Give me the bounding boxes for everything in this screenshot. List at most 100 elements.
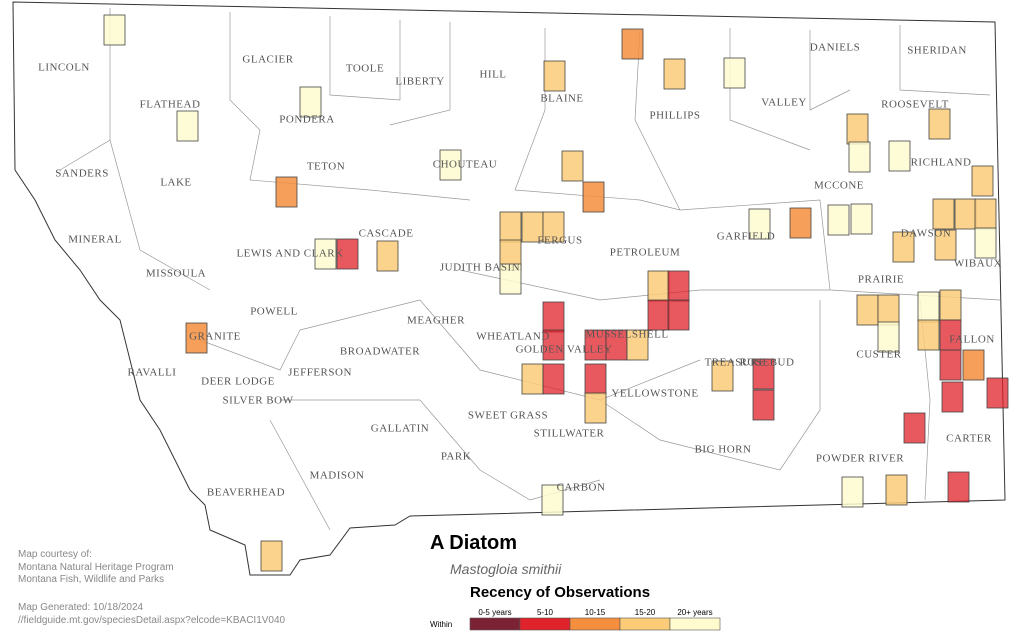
county-label: JUDITH BASIN xyxy=(440,262,520,274)
observation-square xyxy=(626,329,649,361)
county-label: FLATHEAD xyxy=(140,99,201,111)
observation-square xyxy=(971,165,994,197)
observation-square xyxy=(954,198,977,230)
observation-square xyxy=(723,57,746,89)
county-label: HILL xyxy=(479,69,506,81)
county-label: DANIELS xyxy=(810,42,861,54)
observation-square xyxy=(986,377,1009,409)
observation-square xyxy=(917,291,940,323)
county-label: BIG HORN xyxy=(695,444,752,456)
county-label: GALLATIN xyxy=(371,423,429,435)
observation-square xyxy=(827,204,850,236)
county-label: GARFIELD xyxy=(717,231,775,243)
county-label: LIBERTY xyxy=(395,76,444,88)
observation-square xyxy=(647,299,670,331)
county-label: CUSTER xyxy=(856,349,901,361)
observation-square xyxy=(176,110,199,142)
county-label: WHEATLAND xyxy=(476,331,550,343)
legend-swatch xyxy=(519,617,571,631)
legend-prefix: Within xyxy=(430,620,452,629)
observation-square xyxy=(877,294,900,326)
observation-square xyxy=(885,474,908,506)
county-label: CARTER xyxy=(946,433,992,445)
observation-square xyxy=(647,270,670,302)
observation-square xyxy=(439,149,462,181)
observation-square xyxy=(939,349,962,381)
county-label: LINCOLN xyxy=(38,62,90,74)
observation-square xyxy=(663,58,686,90)
county-label: ROSEBUD xyxy=(740,357,795,369)
credit: Montana Fish, Wildlife and Parks xyxy=(18,574,164,585)
observation-square xyxy=(850,203,873,235)
observation-square xyxy=(521,363,544,395)
county-label: FALLON xyxy=(949,334,995,346)
observation-square xyxy=(299,86,322,118)
observation-square xyxy=(892,231,915,263)
observation-square xyxy=(752,358,775,390)
county-label: CASCADE xyxy=(359,228,414,240)
observation-square xyxy=(275,176,298,208)
observation-square xyxy=(939,289,962,321)
legend-swatch xyxy=(569,617,621,631)
county-label: GOLDEN VALLEY xyxy=(516,344,613,356)
county-label: BEAVERHEAD xyxy=(207,487,285,499)
legend-swatch xyxy=(669,617,721,631)
observation-square xyxy=(752,389,775,421)
county-label: ROOSEVELT xyxy=(881,99,949,111)
county-label: BLAINE xyxy=(540,93,583,105)
county-label: PRAIRIE xyxy=(858,274,904,286)
observation-square xyxy=(928,108,951,140)
county-label: PHILLIPS xyxy=(649,110,700,122)
county-label: BROADWATER xyxy=(340,346,420,358)
observation-square xyxy=(667,299,690,331)
county-label: SHERIDAN xyxy=(907,45,967,57)
legend-label: 10-15 xyxy=(585,608,606,617)
observation-square xyxy=(542,363,565,395)
generated-date: Map Generated: 10/18/2024 xyxy=(18,602,144,613)
observation-square xyxy=(877,321,900,353)
county-label: STILLWATER xyxy=(534,428,605,440)
observation-square xyxy=(621,28,644,60)
observation-square xyxy=(941,381,964,413)
observation-square xyxy=(561,150,584,182)
county-label: CHOUTEAU xyxy=(433,159,498,171)
county-label: DEER LODGE xyxy=(201,376,275,388)
legend-swatch xyxy=(469,617,521,631)
observation-square xyxy=(932,198,955,230)
observation-square xyxy=(789,207,812,239)
county-label: LAKE xyxy=(160,177,191,189)
county-label: SILVER BOW xyxy=(223,395,294,407)
county-label: MUSSELSHELL xyxy=(585,329,668,341)
observation-square xyxy=(846,113,869,145)
credit: Map courtesy of: xyxy=(18,549,92,560)
observation-square xyxy=(103,14,126,46)
observation-square xyxy=(888,140,911,172)
observation-square xyxy=(947,471,970,503)
county-label: WIBAUX xyxy=(954,258,1002,270)
subtitle: Mastogloia smithii xyxy=(450,561,562,577)
observation-square xyxy=(848,141,871,173)
observation-square xyxy=(541,484,564,516)
legend-label: 5-10 xyxy=(537,608,554,617)
observation-square xyxy=(185,322,208,354)
legend-label: 15-20 xyxy=(635,608,656,617)
county-label: LEWIS AND CLARK xyxy=(236,248,343,260)
observation-square xyxy=(542,211,565,243)
observation-square xyxy=(856,294,879,326)
observation-square xyxy=(974,227,997,259)
observation-square xyxy=(748,208,771,240)
county-label: MEAGHER xyxy=(407,315,465,327)
observation-square xyxy=(917,319,940,351)
county-label: GRANITE xyxy=(189,331,241,343)
observation-square xyxy=(934,229,957,261)
county-label: MISSOULA xyxy=(146,268,206,280)
county-label: MCCONE xyxy=(814,180,864,192)
observation-square xyxy=(543,60,566,92)
county-label: TOOLE xyxy=(346,63,384,75)
observation-square xyxy=(499,211,522,243)
observation-square xyxy=(542,329,565,361)
observation-square xyxy=(974,198,997,230)
county-label: MADISON xyxy=(310,470,365,482)
county-label: PETROLEUM xyxy=(610,247,681,259)
